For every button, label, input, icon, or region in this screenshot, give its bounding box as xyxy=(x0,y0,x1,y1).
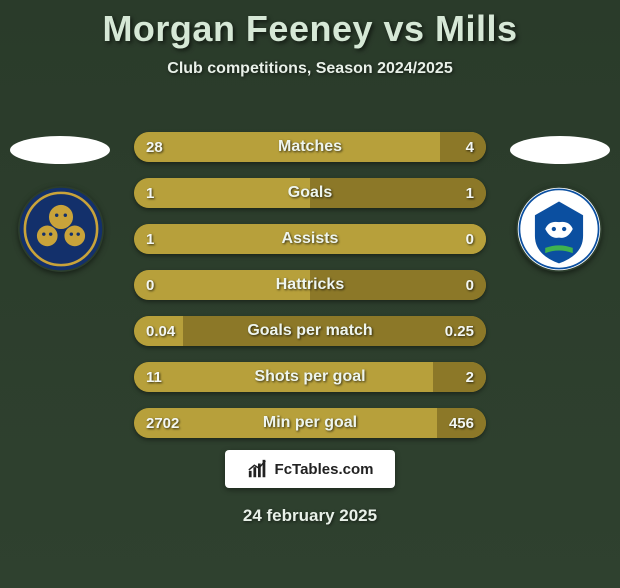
stats-bars: 284Matches 11Goals 10Assists 00Hattricks 0.0… xyxy=(134,132,486,454)
chart-icon xyxy=(247,458,269,480)
stat-row: 0.040.25Goals per match xyxy=(134,316,486,346)
peterborough-crest-icon xyxy=(516,186,602,272)
footer-brand-text: FcTables.com xyxy=(275,461,374,478)
stat-label: Shots per goal xyxy=(134,362,486,392)
crest-right xyxy=(516,186,602,272)
page-title: Morgan Feeney vs Mills xyxy=(0,8,620,50)
subtitle: Club competitions, Season 2024/2025 xyxy=(0,60,620,78)
stat-label: Matches xyxy=(134,132,486,162)
decor-ellipse-right xyxy=(510,136,610,164)
stat-row: 00Hattricks xyxy=(134,270,486,300)
decor-ellipse-left xyxy=(10,136,110,164)
footer-date: 24 february 2025 xyxy=(0,506,620,526)
stat-row: 10Assists xyxy=(134,224,486,254)
stat-row: 284Matches xyxy=(134,132,486,162)
stat-label: Assists xyxy=(134,224,486,254)
stat-label: Goals xyxy=(134,178,486,208)
stat-label: Hattricks xyxy=(134,270,486,300)
crest-left xyxy=(18,186,104,272)
stat-row: 2702456Min per goal xyxy=(134,408,486,438)
stat-row: 11Goals xyxy=(134,178,486,208)
footer-brand-badge: FcTables.com xyxy=(225,450,395,488)
stat-row: 112Shots per goal xyxy=(134,362,486,392)
shrewsbury-crest-icon xyxy=(18,186,104,272)
stat-label: Min per goal xyxy=(134,408,486,438)
stat-label: Goals per match xyxy=(134,316,486,346)
